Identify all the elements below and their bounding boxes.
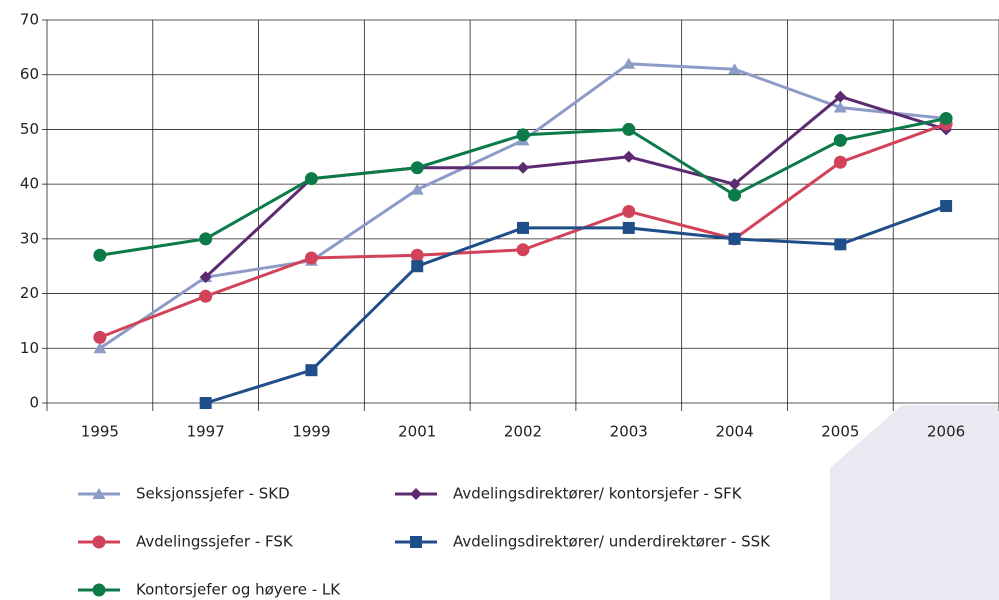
marker <box>305 364 318 377</box>
marker <box>199 289 213 303</box>
marker <box>199 397 212 409</box>
marker <box>833 133 847 147</box>
y-tick-label: 60 <box>20 65 39 83</box>
marker <box>516 243 530 257</box>
marker <box>622 150 635 163</box>
marker <box>728 188 742 202</box>
y-tick-label: 30 <box>20 229 39 247</box>
marker <box>410 248 424 262</box>
marker <box>93 342 107 354</box>
marker <box>834 90 847 103</box>
x-tick-label: 2001 <box>398 423 436 441</box>
marker <box>304 251 318 265</box>
x-tick-label: 1995 <box>81 423 119 441</box>
background-arrow <box>830 405 999 600</box>
marker <box>939 111 953 125</box>
marker <box>728 63 742 75</box>
marker <box>92 488 106 499</box>
y-tick-label: 40 <box>20 175 39 193</box>
y-tick-label: 50 <box>20 120 39 138</box>
marker <box>833 101 847 113</box>
legend-label: Seksjonssjefer - SKD <box>136 485 290 503</box>
x-tick-label: 2005 <box>821 423 859 441</box>
x-tick-label: 1997 <box>187 423 225 441</box>
marker <box>410 536 422 548</box>
marker <box>93 248 107 262</box>
marker <box>833 155 847 169</box>
x-tick-label: 2006 <box>927 423 965 441</box>
marker <box>728 178 741 191</box>
marker <box>199 232 213 246</box>
marker <box>622 57 636 69</box>
legend-label: Avdelingsdirektører/ underdirektører - S… <box>453 533 771 551</box>
series-line <box>99 62 947 350</box>
y-tick-label: 70 <box>20 11 39 29</box>
y-tick-label: 20 <box>20 284 39 302</box>
x-tick-label: 1999 <box>292 423 330 441</box>
x-tick-label: 2004 <box>715 423 753 441</box>
marker <box>92 583 106 597</box>
marker <box>517 221 529 234</box>
marker <box>622 122 636 136</box>
marker <box>410 183 424 195</box>
marker <box>622 205 636 218</box>
y-tick-label: 10 <box>20 339 39 357</box>
marker <box>410 488 422 500</box>
marker <box>199 271 212 284</box>
marker <box>516 128 530 142</box>
x-tick-label: 2002 <box>504 423 542 441</box>
marker <box>304 172 318 186</box>
marker <box>517 161 529 174</box>
y-tick-label: 0 <box>29 394 39 412</box>
legend-label: Avdelingsdirektører/ kontorsjefer - SFK <box>453 485 743 503</box>
marker <box>834 238 847 251</box>
x-tick-label: 2003 <box>610 423 648 441</box>
series-line <box>205 204 947 405</box>
marker <box>410 161 424 175</box>
marker <box>93 330 107 344</box>
marker <box>622 221 635 234</box>
legend-label: Avdelingssjefer - FSK <box>136 533 294 551</box>
marker <box>728 232 741 245</box>
legend-label: Kontorsjefer og høyere - LK <box>136 581 341 599</box>
marker <box>940 200 953 213</box>
marker <box>92 535 106 549</box>
marker <box>411 260 424 273</box>
